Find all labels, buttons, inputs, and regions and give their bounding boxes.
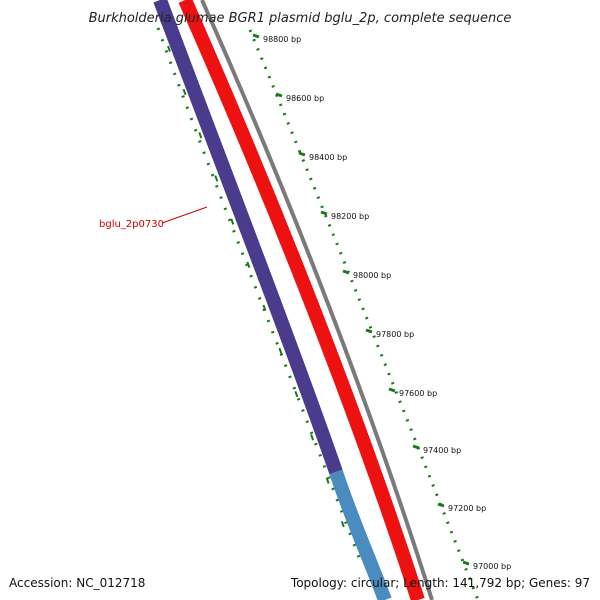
accession-text: Accession: NC_012718 bbox=[9, 576, 145, 590]
scale-tick-mark bbox=[437, 502, 445, 508]
gene-label-bglu-2p0730[interactable]: bglu_2p0730 bbox=[99, 219, 164, 230]
summary-text: Topology: circular; Length: 141,792 bp; … bbox=[290, 576, 590, 590]
gene-reverse-strand[interactable] bbox=[153, 0, 343, 475]
gene-label-leader-line bbox=[161, 206, 208, 224]
scale-tick-mark bbox=[342, 269, 350, 275]
scale-tick-mark bbox=[365, 328, 373, 334]
scale-tick-label: 98800 bp bbox=[263, 35, 301, 44]
scale-tick-mark bbox=[320, 210, 328, 216]
scale-tick-label: 98200 bp bbox=[331, 212, 369, 221]
scale-tick-mark bbox=[298, 151, 306, 157]
scale-tick-label: 97800 bp bbox=[376, 330, 414, 339]
scale-tick-label: 97600 bp bbox=[399, 389, 437, 398]
scale-tick-mark bbox=[462, 560, 470, 566]
gene-reverse-strand-light[interactable] bbox=[329, 469, 392, 600]
scale-tick-mark bbox=[275, 92, 283, 98]
scale-tick-label: 97200 bp bbox=[448, 504, 486, 513]
scale-tick-label: 98600 bp bbox=[286, 94, 324, 103]
map-title: Burkholderia glumae BGR1 plasmid bglu_2p… bbox=[89, 11, 512, 26]
scale-tick-mark bbox=[388, 387, 396, 393]
inner-dotted-track bbox=[156, 27, 362, 561]
scale-tick-label: 97400 bp bbox=[423, 446, 461, 455]
backbone-line bbox=[200, 0, 434, 600]
scale-tick-label: 98400 bp bbox=[309, 153, 347, 162]
scale-tick-label: 98000 bp bbox=[353, 271, 391, 280]
scale-tick-label: 97000 bp bbox=[473, 562, 511, 571]
scale-tick-mark bbox=[412, 444, 420, 450]
gene-forward-strand[interactable] bbox=[178, 0, 425, 600]
scale-tick-mark bbox=[252, 33, 260, 39]
scale-ticks: 98800 bp 98600 bp 98400 bp 98200 bp 98000 bp… bbox=[252, 33, 511, 571]
